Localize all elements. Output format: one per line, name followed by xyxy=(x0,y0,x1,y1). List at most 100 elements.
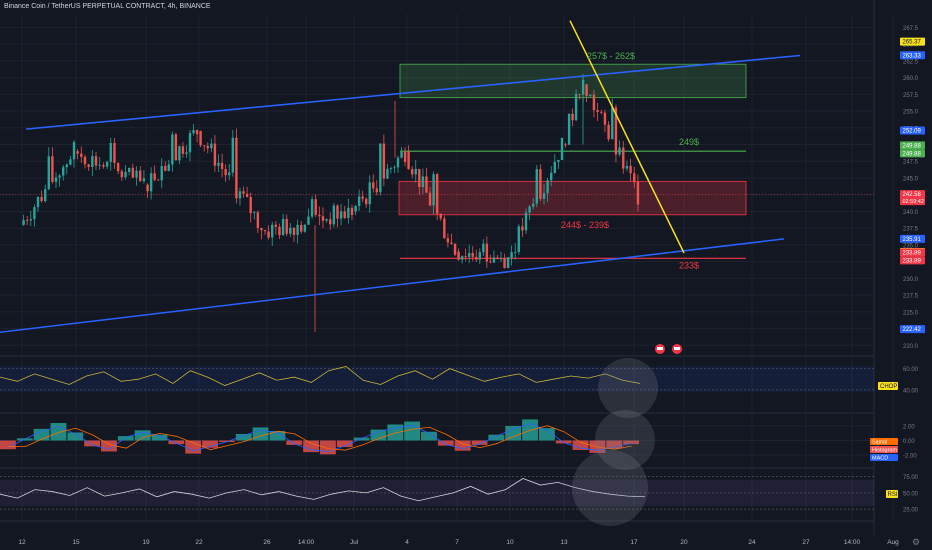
candle-body xyxy=(386,168,389,179)
candle-body xyxy=(535,169,538,204)
candle-body xyxy=(592,94,596,111)
candle-body xyxy=(164,166,167,171)
candle-body xyxy=(263,230,267,232)
candle-body xyxy=(192,130,195,134)
candle-body xyxy=(167,164,170,171)
macd-histogram-bar xyxy=(202,440,218,448)
price-label-tag xyxy=(900,190,925,206)
level-233-label: 233$ xyxy=(679,260,699,270)
y-tick-label: 257.5 xyxy=(903,93,919,99)
rsi-y-tick: 50.00 xyxy=(903,491,919,497)
candle-body xyxy=(62,167,65,176)
macd-histogram-bar xyxy=(353,437,370,441)
candle-body xyxy=(564,144,567,146)
candle-body xyxy=(524,212,528,231)
candle-body xyxy=(171,134,174,165)
y-tick-label: 247.5 xyxy=(903,160,919,166)
chop-y-tick: 60.00 xyxy=(903,367,919,373)
candle-body xyxy=(245,193,249,197)
candle-body xyxy=(249,196,252,214)
macd-histogram-bar xyxy=(168,440,185,445)
candle-body xyxy=(213,143,217,166)
candle-body xyxy=(238,191,242,199)
price-label-text: 252.09 xyxy=(903,129,922,135)
price-label-text: 233.89 xyxy=(903,250,922,256)
candle-body xyxy=(65,164,68,168)
candle-body xyxy=(146,184,149,192)
x-tick-label: 14:00 xyxy=(844,539,861,546)
candle-body xyxy=(87,164,90,168)
candle-body xyxy=(475,256,478,260)
macd-histogram-bar xyxy=(623,440,639,445)
candle-body xyxy=(29,219,32,221)
y-tick-label: 260.0 xyxy=(903,76,919,82)
price-label-text: 222.42 xyxy=(903,327,922,333)
candle-body xyxy=(242,191,245,194)
channel-lower-line xyxy=(0,238,785,334)
candle-body xyxy=(361,196,364,199)
candle-body xyxy=(231,137,235,173)
descending-trendline xyxy=(569,20,685,254)
candle-body xyxy=(468,253,471,257)
candle-body xyxy=(307,216,310,225)
macd-series-label: MACD xyxy=(872,456,888,462)
macd-histogram-bar xyxy=(117,436,134,441)
candle-body xyxy=(339,211,343,219)
candle-body xyxy=(26,220,29,221)
macd-y-tick: -2.00 xyxy=(903,454,917,460)
candle-body xyxy=(414,169,417,175)
candle-body xyxy=(557,159,560,162)
candle-body xyxy=(521,226,524,231)
candle-body xyxy=(33,207,36,220)
candle-body xyxy=(278,226,281,236)
candle-body xyxy=(105,161,109,167)
macd-series-tag xyxy=(870,438,898,445)
macd-histogram-bar xyxy=(404,421,421,441)
macd-y-tick: 0.00 xyxy=(903,439,915,445)
candle-body xyxy=(618,147,621,155)
candle-body xyxy=(532,203,535,207)
candle-body xyxy=(443,218,446,239)
candle-body xyxy=(235,137,238,199)
candle-body xyxy=(499,258,503,260)
candle-body xyxy=(400,151,403,158)
support-zone-label: 244$ - 239$ xyxy=(561,220,609,230)
macd-line xyxy=(8,423,632,452)
candle-body xyxy=(94,156,98,166)
candle-body xyxy=(636,182,640,205)
candle-body xyxy=(336,205,339,219)
candle-body xyxy=(489,261,492,263)
candle-body xyxy=(109,142,112,162)
candle-body xyxy=(260,228,263,231)
candle-body xyxy=(210,143,213,149)
candle-body xyxy=(350,207,354,216)
macd-histogram-bar xyxy=(101,440,117,452)
candle-body xyxy=(421,176,425,188)
macd-histogram-bar xyxy=(50,423,67,441)
candle-body xyxy=(22,220,25,225)
candle-body xyxy=(285,218,288,234)
price-label-text: 263.33 xyxy=(903,53,922,59)
x-tick-label: 7 xyxy=(455,539,459,546)
x-tick-label: 17 xyxy=(630,539,638,546)
macd-histogram-bar xyxy=(538,428,555,441)
candle-body xyxy=(253,212,256,214)
y-tick-label: 255.0 xyxy=(903,110,919,116)
candle-body xyxy=(314,199,317,215)
rsi-line xyxy=(0,478,646,502)
candle-body xyxy=(407,151,410,170)
candle-body xyxy=(432,174,435,206)
candle-body xyxy=(446,238,450,243)
candle-body xyxy=(153,173,156,180)
event-marker-icon xyxy=(657,347,663,350)
resistance-zone xyxy=(399,63,747,99)
price-label-text: 242.58 xyxy=(903,192,922,198)
candle-body xyxy=(492,257,496,263)
candle-body xyxy=(550,172,553,181)
candle-body xyxy=(202,145,206,147)
macd-histogram-bar xyxy=(218,440,235,442)
candle-body xyxy=(596,110,599,112)
candle-body xyxy=(600,111,603,113)
signal-line xyxy=(8,425,632,451)
